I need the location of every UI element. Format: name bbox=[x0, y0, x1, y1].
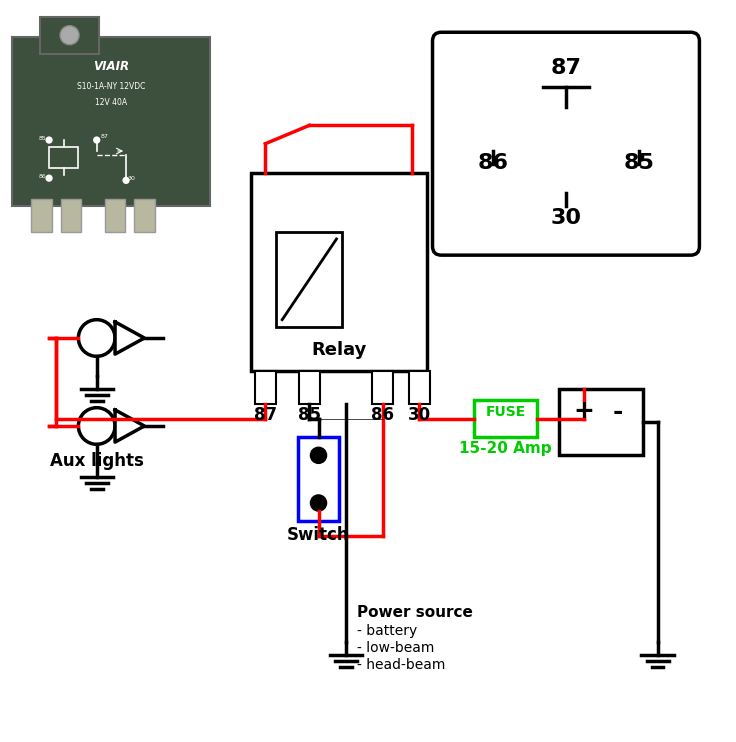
Bar bbox=[49, 148, 78, 168]
Bar bbox=[276, 232, 342, 327]
Bar bbox=[559, 390, 643, 456]
Text: +: + bbox=[573, 399, 595, 423]
Circle shape bbox=[311, 495, 327, 511]
Text: Aux lights: Aux lights bbox=[50, 453, 144, 470]
Circle shape bbox=[46, 175, 52, 181]
Text: 86: 86 bbox=[39, 174, 47, 179]
Circle shape bbox=[46, 137, 52, 143]
Bar bbox=[299, 371, 319, 404]
Text: 86: 86 bbox=[477, 154, 508, 174]
Text: -: - bbox=[612, 401, 623, 424]
Text: - low-beam: - low-beam bbox=[357, 641, 434, 655]
Text: 30: 30 bbox=[551, 209, 581, 229]
Polygon shape bbox=[115, 322, 144, 354]
Text: 85: 85 bbox=[298, 406, 321, 424]
Text: FUSE: FUSE bbox=[485, 404, 526, 418]
Bar bbox=[372, 371, 393, 404]
Text: VIAIR: VIAIR bbox=[93, 60, 130, 73]
Text: 30: 30 bbox=[127, 177, 135, 181]
FancyBboxPatch shape bbox=[13, 37, 210, 206]
Bar bbox=[255, 371, 275, 404]
Circle shape bbox=[60, 26, 79, 45]
Circle shape bbox=[78, 320, 115, 356]
Bar bbox=[61, 199, 81, 232]
FancyBboxPatch shape bbox=[40, 17, 99, 54]
Bar bbox=[474, 401, 537, 437]
Text: S10-1A-NY 12VDC: S10-1A-NY 12VDC bbox=[77, 82, 146, 91]
Text: 87: 87 bbox=[551, 58, 581, 78]
Text: - head-beam: - head-beam bbox=[357, 657, 445, 672]
Text: 87: 87 bbox=[254, 406, 277, 424]
Bar bbox=[298, 437, 339, 522]
Polygon shape bbox=[115, 410, 144, 442]
Text: Relay: Relay bbox=[311, 341, 367, 359]
Text: 30: 30 bbox=[408, 406, 431, 424]
Text: Switch: Switch bbox=[287, 525, 350, 544]
Circle shape bbox=[311, 447, 327, 464]
Text: 85: 85 bbox=[39, 136, 47, 141]
Text: - battery: - battery bbox=[357, 624, 417, 638]
Bar bbox=[134, 199, 155, 232]
Bar bbox=[251, 173, 427, 371]
Circle shape bbox=[93, 137, 99, 143]
Circle shape bbox=[123, 177, 129, 183]
Text: 12V 40A: 12V 40A bbox=[95, 98, 127, 107]
Circle shape bbox=[78, 407, 115, 444]
Text: 85: 85 bbox=[624, 154, 655, 174]
Bar bbox=[409, 371, 430, 404]
FancyBboxPatch shape bbox=[433, 32, 699, 255]
Text: Power source: Power source bbox=[357, 605, 473, 620]
Text: 86: 86 bbox=[371, 406, 394, 424]
Bar bbox=[32, 199, 52, 232]
Text: 15-20 Amp: 15-20 Amp bbox=[459, 441, 552, 456]
Bar bbox=[105, 199, 125, 232]
Text: 87: 87 bbox=[100, 134, 108, 139]
